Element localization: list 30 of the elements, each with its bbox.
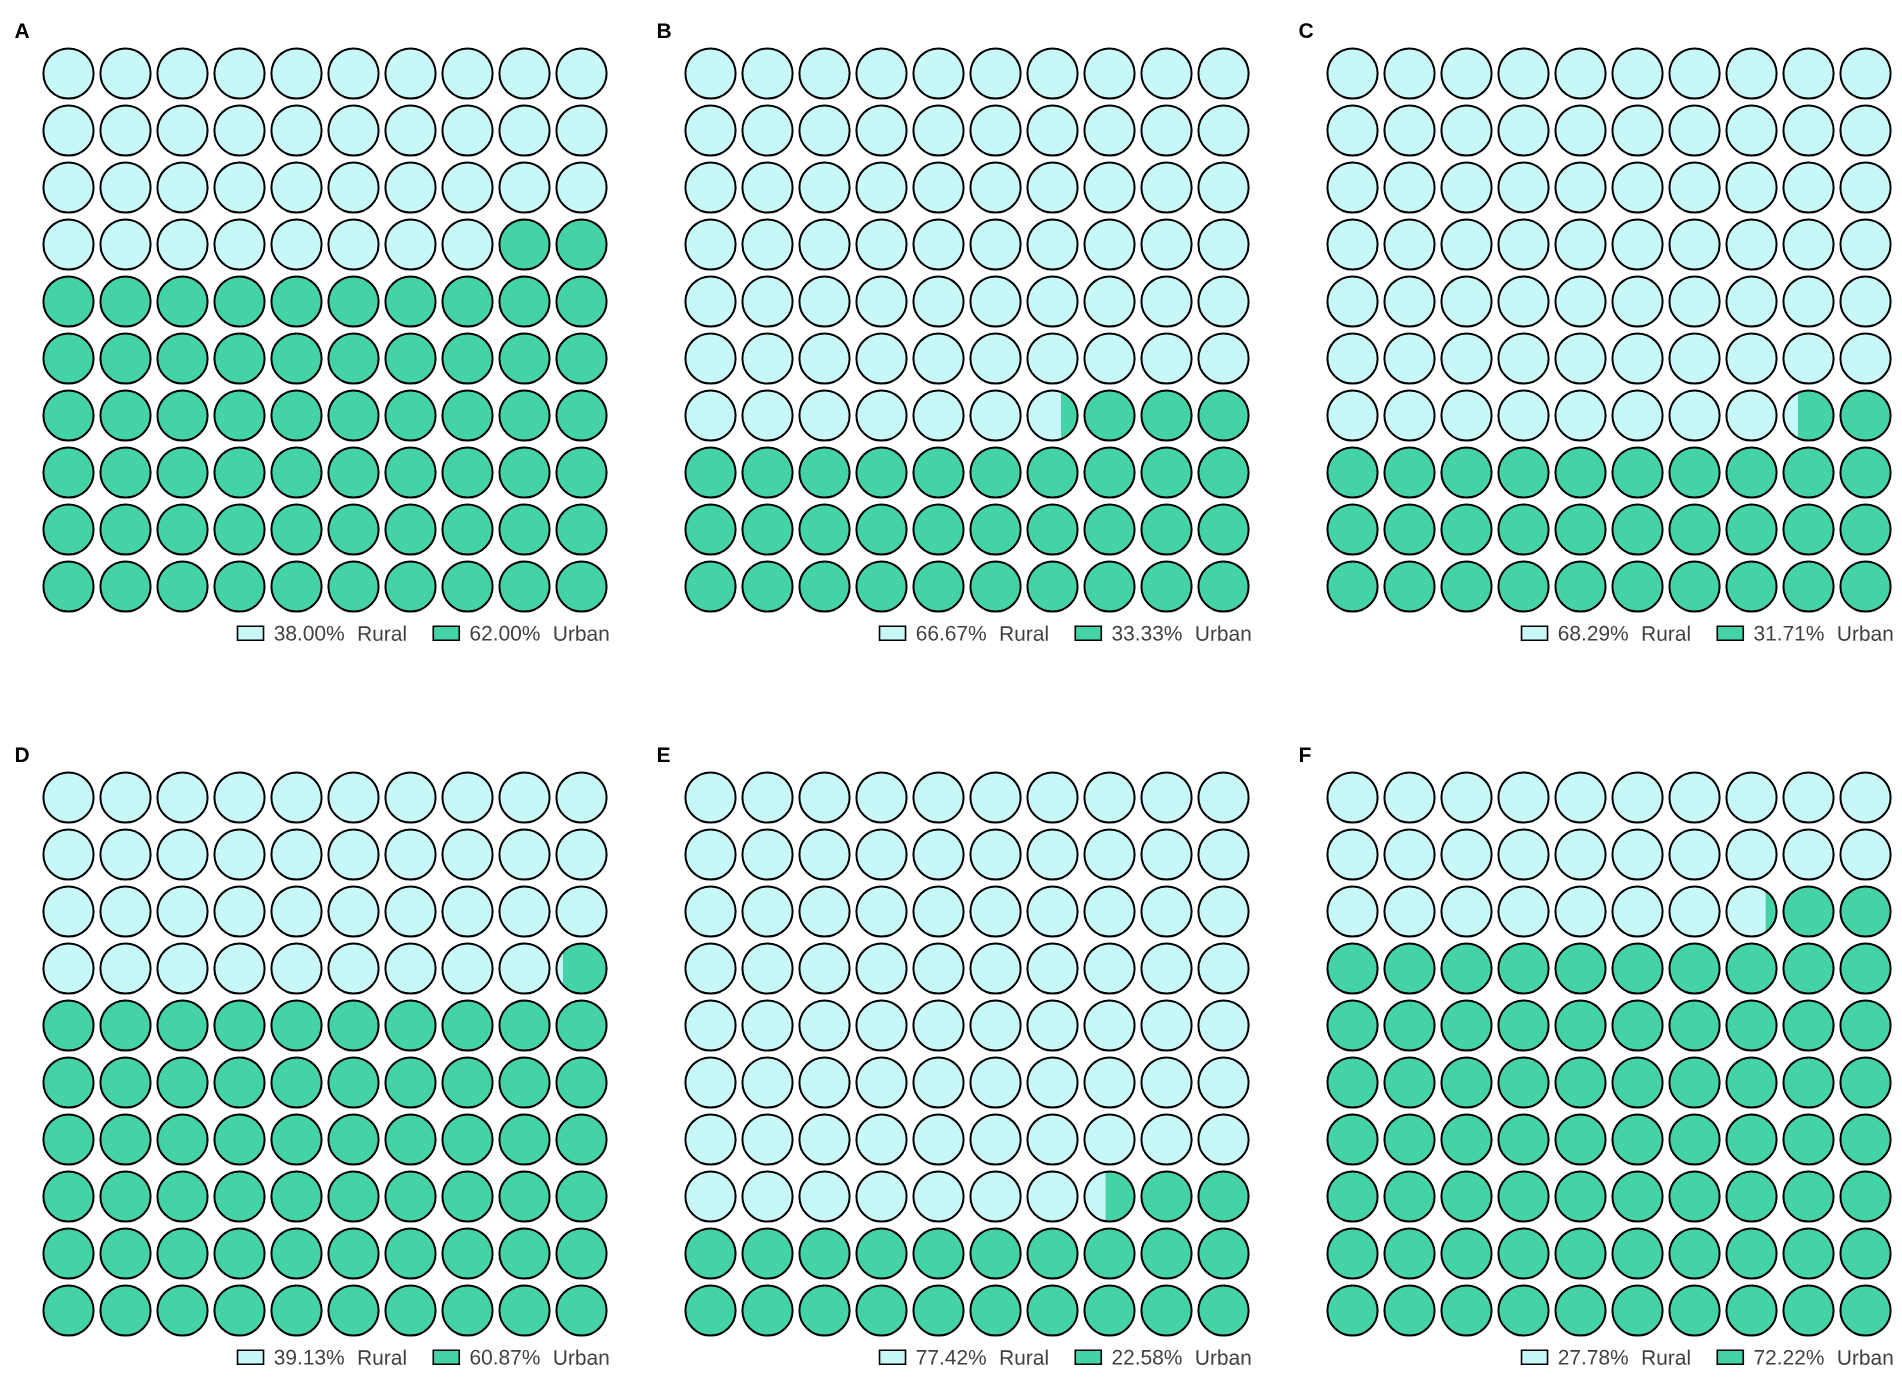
data-label: 72.22% <box>1754 1349 1824 1365</box>
category-label: Rural <box>1642 1349 1690 1365</box>
data-label: 22.58% <box>1112 1349 1182 1365</box>
category-label: Urban <box>1196 625 1251 641</box>
category-label: Rural <box>1000 625 1048 641</box>
data-label: 27.78% <box>1558 1349 1628 1365</box>
text: D <box>15 747 29 762</box>
text: F <box>1299 747 1311 762</box>
category-label: Urban <box>1838 625 1893 641</box>
data-label: 39.13% <box>274 1349 344 1365</box>
category-label: Urban <box>554 1349 609 1365</box>
data-label: 33.33% <box>1112 625 1182 641</box>
category-label: Rural <box>1642 625 1690 641</box>
category-label: Rural <box>358 625 406 641</box>
data-label: 77.42% <box>916 1349 986 1365</box>
text: E <box>657 747 670 762</box>
category-label: Urban <box>1196 1349 1251 1365</box>
category-label: Urban <box>1838 1349 1893 1365</box>
data-label: 66.67% <box>916 625 986 641</box>
text: B <box>657 23 671 38</box>
data-label: 62.00% <box>470 625 540 641</box>
data-label: 60.87% <box>470 1349 540 1365</box>
text: C <box>1299 23 1314 38</box>
data-label: 31.71% <box>1754 625 1824 641</box>
text: A <box>15 23 30 38</box>
category-label: Rural <box>1000 1349 1048 1365</box>
category-label: Rural <box>358 1349 406 1365</box>
data-label: 68.29% <box>1558 625 1628 641</box>
category-label: Urban <box>554 625 609 641</box>
data-label: 38.00% <box>274 625 344 641</box>
